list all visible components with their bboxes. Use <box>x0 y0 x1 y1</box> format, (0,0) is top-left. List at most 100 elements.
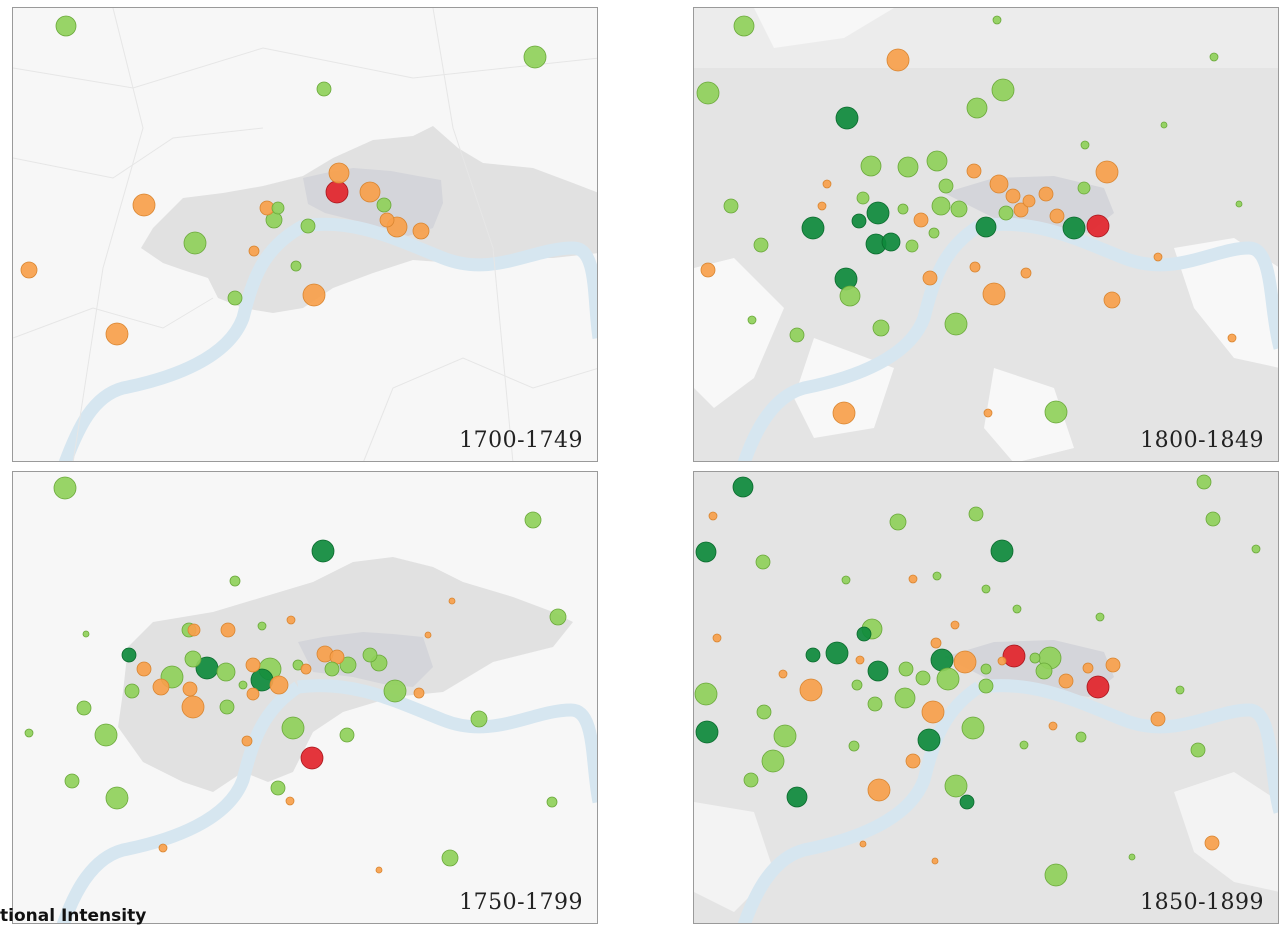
river <box>301 217 597 339</box>
marker-light-green <box>546 796 558 808</box>
marker-light-green <box>76 700 92 716</box>
marker-orange <box>1105 657 1121 673</box>
marker-light-green <box>82 630 90 638</box>
marker-dark-green <box>867 660 889 682</box>
marker-light-green <box>1175 685 1185 695</box>
marker-orange <box>1022 194 1036 208</box>
marker-orange <box>1095 160 1119 184</box>
marker-light-green <box>938 178 954 194</box>
marker-light-green <box>1012 604 1022 614</box>
marker-light-green <box>992 15 1002 25</box>
marker-light-green <box>998 205 1014 221</box>
marker-light-green <box>64 773 80 789</box>
marker-orange <box>379 212 395 228</box>
marker-light-green <box>950 200 968 218</box>
marker-light-green <box>991 78 1015 102</box>
marker-orange <box>359 181 381 203</box>
marker-orange <box>799 678 823 702</box>
marker-light-green <box>944 312 968 336</box>
marker-dark-green <box>311 539 335 563</box>
marker-light-green <box>851 679 863 691</box>
marker-light-green <box>968 506 984 522</box>
marker-dark-green <box>990 539 1014 563</box>
marker-dark-green <box>786 786 808 808</box>
urban-area-north <box>694 8 1278 68</box>
marker-orange <box>983 408 993 418</box>
map-svg-1700-1749 <box>13 8 597 461</box>
marker-light-green <box>229 575 241 587</box>
marker-orange <box>285 796 295 806</box>
marker-orange <box>181 695 205 719</box>
river-south <box>56 681 302 923</box>
marker-orange <box>413 687 425 699</box>
marker-orange <box>220 622 236 638</box>
marker-light-green <box>219 699 235 715</box>
marker-orange <box>859 840 867 848</box>
marker-light-green <box>300 218 316 234</box>
marker-orange <box>950 620 960 630</box>
marker-red <box>1086 675 1110 699</box>
marker-dark-green <box>856 626 872 642</box>
marker-orange <box>908 574 918 584</box>
marker-light-green <box>1095 612 1105 622</box>
marker-light-green <box>1029 652 1041 664</box>
marker-orange <box>855 655 865 665</box>
marker-light-green <box>915 670 931 686</box>
marker-light-green <box>257 621 267 631</box>
marker-light-green <box>339 656 357 674</box>
marker-light-green <box>1035 662 1053 680</box>
marker-light-green <box>316 81 332 97</box>
marker-orange <box>969 261 981 273</box>
marker-orange <box>905 753 921 769</box>
marker-light-green <box>376 197 392 213</box>
marker-orange <box>152 678 170 696</box>
marker-light-green <box>105 786 129 810</box>
marker-light-green <box>324 661 340 677</box>
period-label: 1800-1849 <box>1140 428 1264 453</box>
marker-light-green <box>894 687 916 709</box>
marker-dark-green <box>930 648 954 672</box>
marker-orange <box>778 669 788 679</box>
marker-light-green <box>981 584 991 594</box>
marker-orange <box>1103 291 1121 309</box>
marker-light-green <box>184 650 202 668</box>
marker-light-green <box>743 772 759 788</box>
marker-orange <box>1058 673 1074 689</box>
marker-orange <box>1227 333 1237 343</box>
map-panel-1850-1899: 1850-1899 <box>693 471 1279 924</box>
marker-orange <box>1020 267 1032 279</box>
marker-orange <box>1153 252 1163 262</box>
marker-light-green <box>789 327 805 343</box>
marker-light-green <box>733 15 755 37</box>
marker-light-green <box>441 849 459 867</box>
marker-orange <box>328 162 350 184</box>
marker-orange <box>982 282 1006 306</box>
period-label: 1750-1799 <box>459 890 583 915</box>
marker-light-green <box>1160 121 1168 129</box>
marker-red <box>300 746 324 770</box>
marker-light-green <box>839 285 861 307</box>
marker-orange <box>448 597 456 605</box>
marker-light-green <box>53 476 77 500</box>
marker-orange <box>1204 835 1220 851</box>
marker-dark-green <box>835 106 859 130</box>
marker-light-green <box>1077 181 1091 195</box>
marker-light-green <box>1128 853 1136 861</box>
marker-light-green <box>755 554 771 570</box>
marker-light-green <box>1251 544 1261 554</box>
marker-orange <box>700 262 716 278</box>
marker-light-green <box>905 239 919 253</box>
marker-orange <box>712 633 722 643</box>
marker-light-green <box>756 704 772 720</box>
marker-light-green <box>281 716 305 740</box>
map-svg-1750-1799 <box>24 476 597 923</box>
marker-orange <box>182 681 198 697</box>
marker-light-green <box>55 15 77 37</box>
marker-orange <box>424 631 432 639</box>
marker-light-green <box>271 201 285 215</box>
marker-dark-green <box>917 728 941 752</box>
marker-dark-green <box>825 641 849 665</box>
marker-light-green <box>898 661 914 677</box>
marker-light-green <box>1044 400 1068 424</box>
legend-title: tional Intensity <box>0 906 147 926</box>
